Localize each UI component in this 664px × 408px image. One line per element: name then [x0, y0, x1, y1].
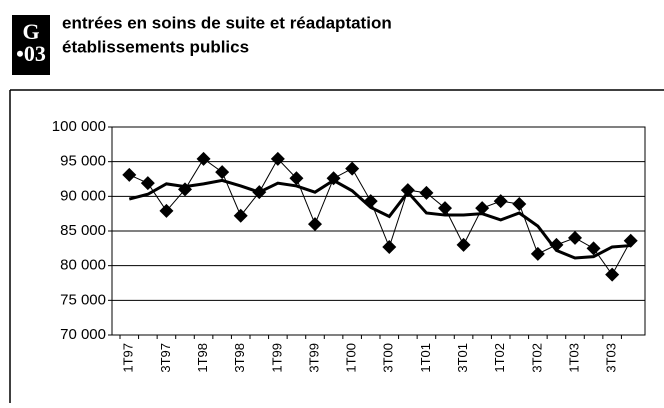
x-tick-label: 3T97 — [158, 343, 173, 373]
title: entrées en soins de suite et réadaptatio… — [62, 13, 392, 32]
x-tick-label: 3T03 — [604, 343, 619, 373]
x-tick-label: 1T01 — [418, 343, 433, 373]
x-tick-label: 1T00 — [344, 343, 359, 373]
marker — [233, 208, 248, 223]
x-tick-label: 3T02 — [529, 343, 544, 373]
marker — [512, 196, 527, 211]
marker — [419, 185, 434, 200]
marker — [159, 203, 174, 218]
x-tick-label: 1T03 — [566, 343, 581, 373]
marker — [475, 201, 490, 216]
series-line — [129, 158, 632, 276]
marker — [196, 151, 211, 166]
marker — [623, 233, 638, 248]
x-tick-label: 3T01 — [455, 343, 470, 373]
x-tick-label: 3T00 — [381, 343, 396, 373]
x-tick-label: 1T97 — [121, 343, 136, 373]
marker — [270, 151, 285, 166]
marker — [438, 201, 452, 216]
marker — [568, 230, 582, 245]
marker — [289, 171, 304, 186]
y-tick-label: 70 000 — [60, 326, 106, 343]
x-tick-label: 3T98 — [232, 343, 247, 373]
marker — [456, 237, 471, 252]
series-line — [128, 178, 631, 260]
marker — [586, 241, 601, 256]
marker — [122, 167, 137, 182]
y-tick-label: 95 000 — [60, 153, 106, 170]
x-tick-label: 3T99 — [306, 343, 321, 373]
y-tick-label: 85 000 — [60, 222, 106, 239]
marker — [549, 237, 564, 252]
marker — [605, 267, 620, 282]
marker — [140, 176, 155, 191]
x-tick-label: 1T98 — [195, 343, 210, 373]
y-tick-label: 90 000 — [60, 187, 106, 204]
marker — [308, 217, 322, 232]
y-tick-label: 75 000 — [60, 291, 106, 308]
marker — [215, 165, 230, 180]
y-tick-label: 100 000 — [52, 118, 106, 135]
marker — [493, 194, 508, 209]
x-tick-label: 1T99 — [269, 343, 284, 373]
marker — [345, 161, 360, 176]
marker — [530, 246, 545, 261]
x-tick-label: 1T02 — [492, 343, 507, 373]
badge-number: •03 — [16, 41, 46, 66]
title: établissements publics — [62, 37, 249, 56]
badge — [12, 15, 50, 75]
y-tick-label: 80 000 — [60, 257, 106, 274]
badge-letter: G — [22, 19, 39, 44]
marker — [382, 239, 397, 254]
